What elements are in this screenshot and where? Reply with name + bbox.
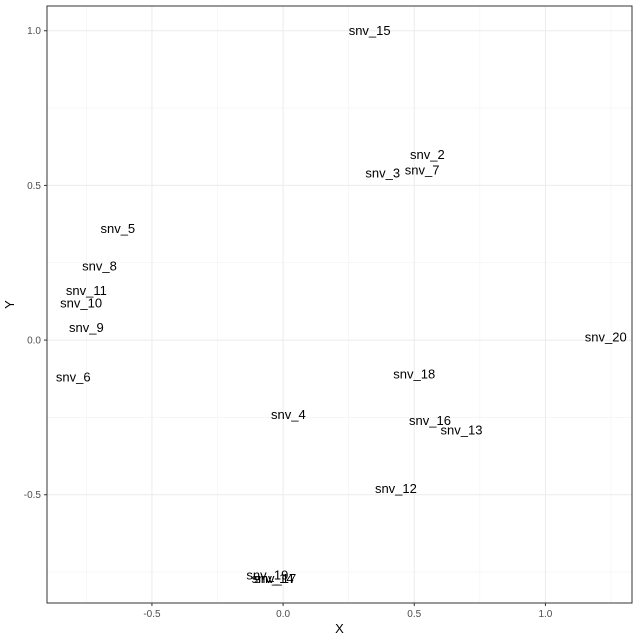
x-tick-label: 0.5 <box>407 609 421 620</box>
point-label-snv-11: snv_11 <box>66 283 107 298</box>
y-tick-label: -0.5 <box>24 490 42 501</box>
point-label-snv-14: snv_14 <box>252 571 294 586</box>
y-axis: -0.5 0.0 0.5 1.0 <box>24 26 47 501</box>
point-label-snv-8: snv_8 <box>82 258 117 273</box>
major-gridlines <box>47 6 632 603</box>
point-label-snv-20: snv_20 <box>585 329 627 344</box>
minor-gridlines <box>47 6 632 603</box>
point-label-snv-19: snv_19 <box>246 568 288 583</box>
point-labels: snv_2 snv_3 snv_4 snv_5 snv_6 snv_7 snv_8 snv_9… <box>56 23 627 586</box>
x-axis: -0.5 0.0 0.5 1.0 <box>143 603 553 620</box>
y-tick-label: 0.5 <box>27 181 41 192</box>
x-tick-label: 1.0 <box>538 609 552 620</box>
y-tick-label: 1.0 <box>27 26 41 37</box>
x-tick-label: -0.5 <box>143 609 161 620</box>
point-label-snv-16: snv_16 <box>409 413 451 428</box>
point-label-snv-18: snv_18 <box>393 367 435 382</box>
point-label-snv-6: snv_6 <box>56 370 91 385</box>
point-label-snv-12: snv_12 <box>375 481 417 496</box>
y-tick-label: 0.0 <box>27 336 41 347</box>
point-label-snv-13: snv_13 <box>441 422 483 437</box>
x-tick-label: 0.0 <box>276 609 290 620</box>
point-label-snv-2: snv_2 <box>410 147 445 162</box>
point-label-snv-4: snv_4 <box>271 407 306 422</box>
point-label-snv-10: snv_10 <box>60 295 102 310</box>
x-axis-title: X <box>335 621 344 636</box>
plot-panel <box>46 5 633 604</box>
point-label-snv-17: snv_17 <box>254 571 296 586</box>
point-label-snv-3: snv_3 <box>365 166 400 181</box>
point-label-snv-5: snv_5 <box>100 221 135 236</box>
point-label-snv-9: snv_9 <box>69 320 104 335</box>
point-label-snv-15: snv_15 <box>349 23 391 38</box>
point-label-snv-7: snv_7 <box>405 162 440 177</box>
panel-border <box>46 5 633 604</box>
y-axis-title: Y <box>2 300 17 309</box>
